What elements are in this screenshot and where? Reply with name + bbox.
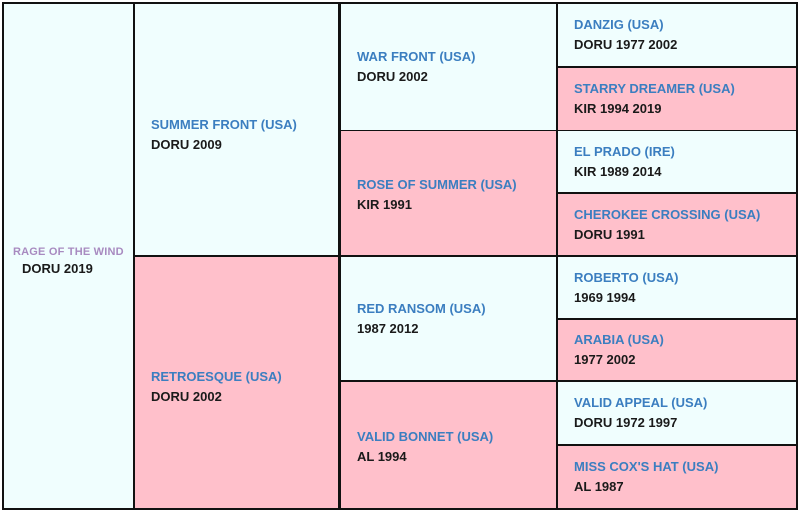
- great-grandparent-name-link[interactable]: VALID APPEAL (USA): [574, 395, 708, 410]
- grandparent-name-link[interactable]: ROSE OF SUMMER (USA): [357, 177, 517, 192]
- sire-name-link[interactable]: SUMMER FRONT (USA): [151, 116, 297, 132]
- great-grandparent-info: DORU 1991: [574, 226, 645, 242]
- great-grandparent-cell: MISS COX'S HAT (USA) AL 1987: [558, 446, 796, 508]
- grandparent-info: DORU 2002: [357, 69, 428, 84]
- sire-info: DORU 2009: [151, 136, 222, 152]
- sire-cell: SUMMER FRONT (USA) DORU 2009: [135, 4, 338, 255]
- great-grandparent-name-link[interactable]: STARRY DREAMER (USA): [574, 81, 735, 96]
- great-grandparent-cell: ROBERTO (USA) 1969 1994: [558, 257, 796, 318]
- great-grandparent-info: DORU 1977 2002: [574, 37, 678, 52]
- great-grandparent-name-link[interactable]: EL PRADO (IRE): [574, 143, 675, 159]
- great-grandparent-info: 1969 1994: [574, 289, 636, 305]
- dam-name-link[interactable]: RETROESQUE (USA): [151, 368, 282, 384]
- great-grandparent-cell: ARABIA (USA) 1977 2002: [558, 320, 796, 380]
- great-grandparent-info: KIR 1994 2019: [574, 101, 662, 116]
- grandparent-info: 1987 2012: [357, 320, 419, 336]
- grandparent-cell: WAR FRONT (USA) DORU 2002: [341, 4, 556, 130]
- great-grandparent-info: KIR 1989 2014: [574, 163, 662, 179]
- great-grandparent-cell: STARRY DREAMER (USA) KIR 1994 2019: [558, 68, 796, 130]
- great-grandparent-info: 1977 2002: [574, 352, 636, 367]
- grandparent-name-link[interactable]: WAR FRONT (USA): [357, 49, 476, 64]
- great-grandparent-name-link[interactable]: DANZIG (USA): [574, 17, 664, 32]
- great-grandparent-name-link[interactable]: MISS COX'S HAT (USA): [574, 459, 719, 474]
- grandparent-name-link[interactable]: VALID BONNET (USA): [357, 429, 494, 444]
- great-grandparent-cell: CHEROKEE CROSSING (USA) DORU 1991: [558, 194, 796, 255]
- great-grandparent-name-link[interactable]: CHEROKEE CROSSING (USA): [574, 206, 761, 222]
- subject-name-link[interactable]: RAGE OF THE WIND: [13, 245, 124, 258]
- grandparent-cell: ROSE OF SUMMER (USA) KIR 1991: [341, 131, 556, 255]
- grandparent-cell: RED RANSOM (USA) 1987 2012: [341, 257, 556, 380]
- great-grandparent-info: AL 1987: [574, 479, 624, 494]
- subject-info: DORU 2019: [22, 260, 93, 276]
- dam-cell: RETROESQUE (USA) DORU 2002: [135, 257, 338, 508]
- great-grandparent-name-link[interactable]: ARABIA (USA): [574, 332, 664, 347]
- grandparent-name-link[interactable]: RED RANSOM (USA): [357, 300, 486, 316]
- grandparent-cell: VALID BONNET (USA) AL 1994: [341, 382, 556, 508]
- grandparent-info: KIR 1991: [357, 197, 412, 212]
- great-grandparent-name-link[interactable]: ROBERTO (USA): [574, 269, 679, 285]
- subject-cell: RAGE OF THE WIND DORU 2019: [4, 4, 133, 508]
- great-grandparent-info: DORU 1972 1997: [574, 415, 678, 430]
- great-grandparent-cell: DANZIG (USA) DORU 1977 2002: [558, 4, 796, 66]
- great-grandparent-cell: VALID APPEAL (USA) DORU 1972 1997: [558, 382, 796, 444]
- great-grandparent-cell: EL PRADO (IRE) KIR 1989 2014: [558, 131, 796, 192]
- dam-info: DORU 2002: [151, 388, 222, 404]
- grandparent-info: AL 1994: [357, 449, 407, 464]
